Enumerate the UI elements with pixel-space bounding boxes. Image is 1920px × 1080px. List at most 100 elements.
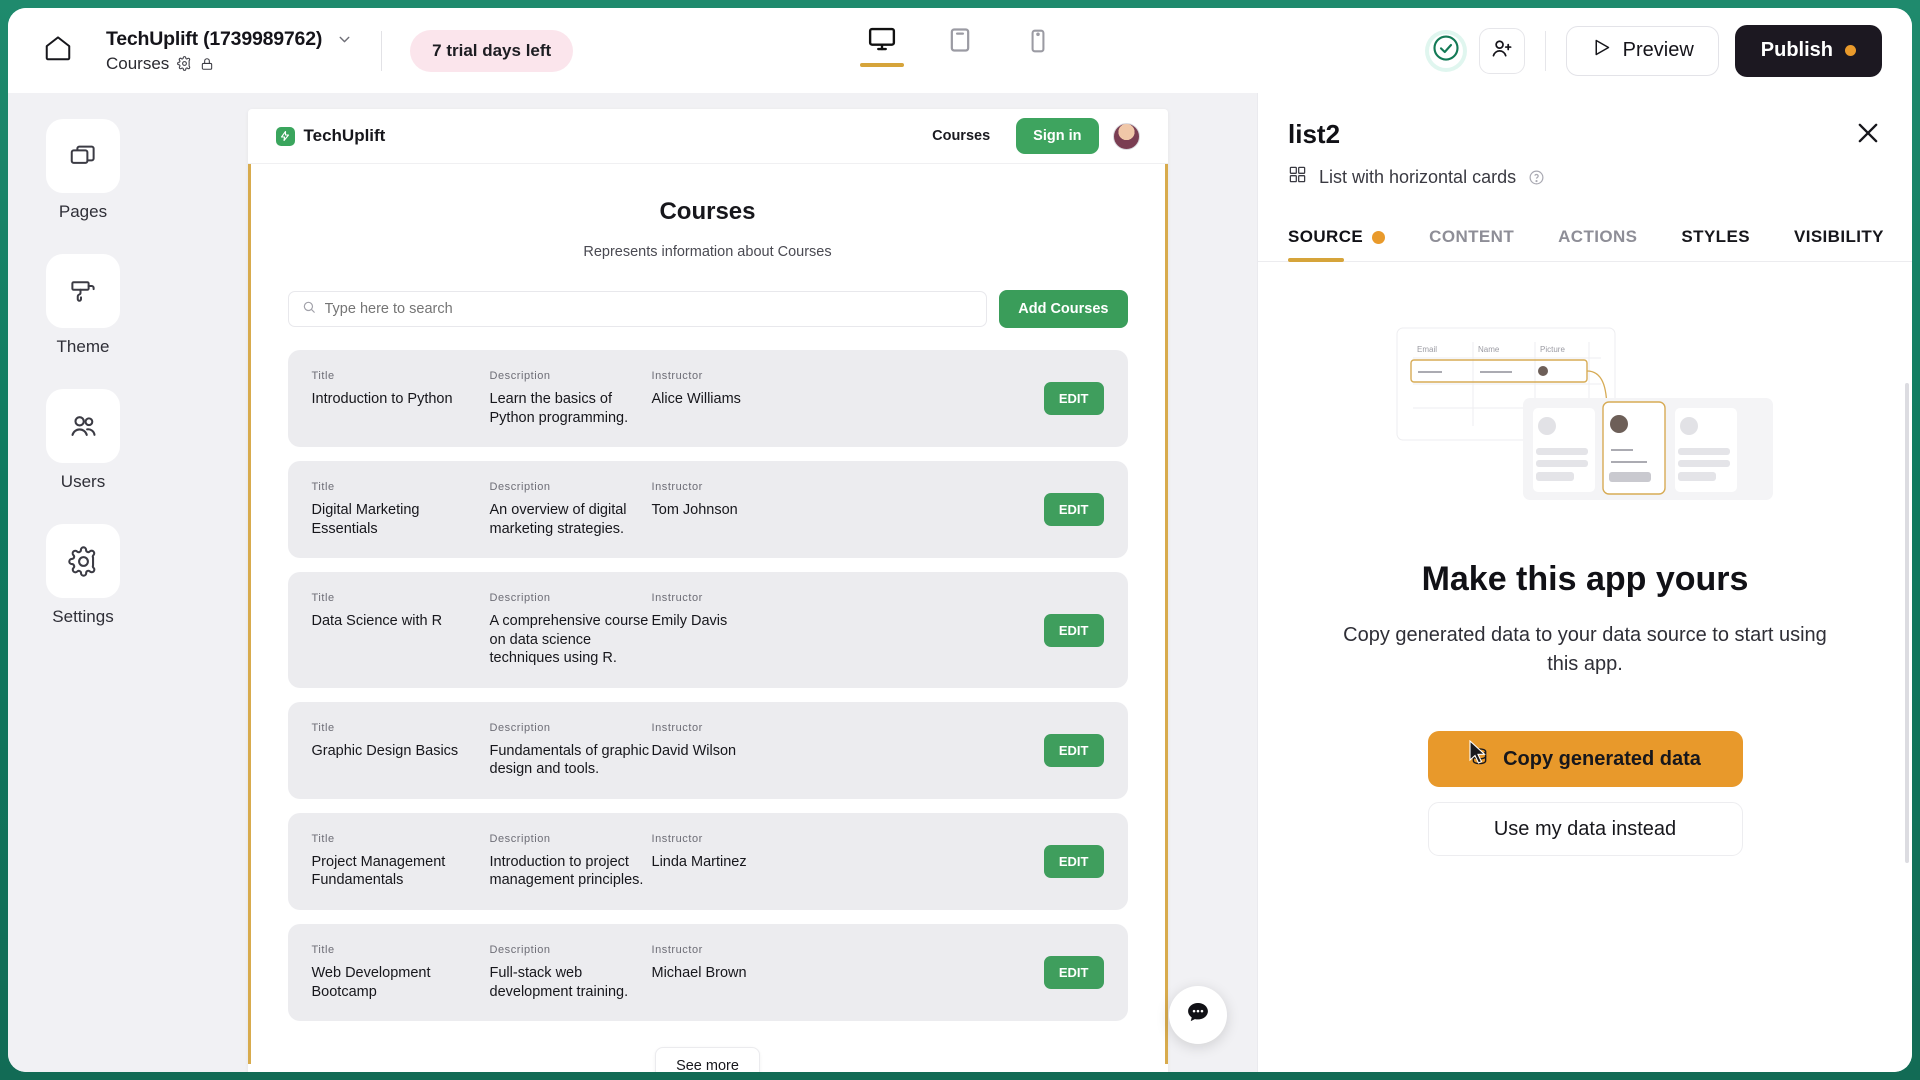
publish-label: Publish [1760, 39, 1833, 61]
table-row[interactable]: Title Digital Marketing Essentials Descr… [287, 461, 1128, 559]
page-breadcrumb: Courses [106, 54, 353, 74]
sidebar-item-pages[interactable]: Pages [8, 119, 158, 222]
tab-styles[interactable]: STYLES [1681, 227, 1750, 261]
check-circle-icon [1431, 33, 1461, 68]
edit-button[interactable]: EDIT [1043, 493, 1104, 527]
see-more-button[interactable]: See more [655, 1047, 760, 1072]
column-label-description: Description [489, 721, 551, 734]
svg-text:Name: Name [1478, 345, 1500, 354]
value-title: Project Management Fundamentals [311, 853, 446, 889]
avatar[interactable] [1112, 122, 1140, 150]
device-tablet[interactable] [936, 26, 984, 67]
sign-in-button[interactable]: Sign in [1016, 118, 1099, 154]
cell-description: Description Full-stack web development t… [490, 944, 652, 1001]
chat-button[interactable] [1169, 986, 1227, 1044]
data-source-illustration: Email Name Picture [1395, 320, 1775, 505]
column-label-title: Title [311, 370, 335, 382]
value-instructor: David Wilson [651, 742, 737, 759]
value-instructor: Michael Brown [651, 965, 747, 982]
edit-button[interactable]: EDIT [1043, 956, 1104, 990]
search-input-wrapper[interactable] [287, 291, 988, 327]
device-switcher [858, 24, 1062, 67]
cell-description: Description Introduction to project mana… [490, 833, 652, 890]
publish-button[interactable]: Publish [1734, 24, 1882, 77]
panel-subcopy: Copy generated data to your data source … [1343, 624, 1827, 675]
cell-title: Title Graphic Design Basics [312, 722, 490, 761]
lock-icon[interactable] [200, 57, 214, 71]
trial-badge[interactable]: 7 trial days left [410, 29, 574, 72]
sidebar-item-label: Users [60, 472, 106, 491]
chevron-down-icon[interactable] [336, 31, 353, 48]
table-row[interactable]: Title Web Development Bootcamp Descripti… [287, 924, 1128, 1022]
tablet-icon [946, 26, 974, 54]
cell-title: Title Data Science with R [312, 592, 490, 631]
home-button[interactable] [34, 27, 82, 75]
sidebar-item-label: Pages [58, 202, 108, 221]
inspector-body: Email Name Picture [1258, 262, 1912, 1072]
device-desktop[interactable] [858, 24, 906, 67]
help-circle-icon[interactable] [1528, 169, 1545, 186]
search-input[interactable] [324, 301, 974, 317]
site-brand[interactable]: TechUplift [275, 126, 385, 146]
svg-text:Picture: Picture [1540, 345, 1565, 354]
panel-headline: Make this app yours [1421, 560, 1749, 598]
inspector-tabs: SOURCE CONTENT ACTIONS STYLES VISIBILITY [1258, 227, 1912, 262]
selection-border-right [1164, 164, 1168, 1064]
search-icon [302, 300, 316, 319]
value-description: Learn the basics of Python programming. [489, 391, 629, 426]
panel-scrollbar[interactable] [1905, 383, 1909, 863]
cell-description: Description A comprehensive course on da… [490, 592, 652, 668]
edit-button[interactable]: EDIT [1043, 733, 1104, 767]
column-label-title: Title [311, 481, 335, 494]
cell-description: Description Fundamentals of graphic desi… [490, 722, 652, 779]
column-label-title: Title [311, 592, 335, 605]
copy-generated-data-button[interactable]: Copy generated data [1427, 731, 1743, 787]
sidebar-item-label: Settings [52, 607, 114, 626]
tab-label: VISIBILITY [1793, 227, 1884, 246]
edit-button[interactable]: EDIT [1043, 613, 1104, 647]
sidebar-item-users[interactable]: Users [8, 389, 158, 492]
copy-generated-data-label: Copy generated data [1503, 747, 1701, 770]
workspace: Pages Theme Users Settings [8, 93, 1912, 1072]
cell-instructor: Instructor Emily Davis [652, 592, 1044, 631]
inspector-header: list2 List with horizontal cards [1258, 93, 1912, 189]
add-courses-button[interactable]: Add Courses [999, 290, 1128, 328]
table-row[interactable]: Title Data Science with R Description A … [287, 572, 1128, 688]
table-row[interactable]: Title Introduction to Python Description… [287, 350, 1128, 448]
column-label-title: Title [311, 944, 335, 957]
site-nav: Courses Sign in [920, 118, 1140, 154]
edit-button[interactable]: EDIT [1043, 382, 1104, 416]
toolbar-divider [381, 30, 383, 71]
gear-icon[interactable] [177, 56, 192, 71]
tab-status-dot [1372, 230, 1386, 244]
nav-link-courses[interactable]: Courses [932, 128, 991, 144]
use-my-data-button[interactable]: Use my data instead [1427, 802, 1743, 856]
device-mobile[interactable] [1014, 28, 1062, 67]
table-row[interactable]: Title Project Management Fundamentals De… [287, 812, 1128, 911]
cell-title: Title Web Development Bootcamp [312, 944, 490, 1001]
sidebar-item-theme[interactable]: Theme [8, 254, 158, 357]
home-icon [43, 33, 73, 68]
edit-button[interactable]: EDIT [1043, 844, 1104, 878]
cell-title: Title Digital Marketing Essentials [312, 481, 490, 538]
tab-source[interactable]: SOURCE [1288, 227, 1386, 262]
app-preview-frame: TechUplift Courses Sign in Courses Repre… [247, 109, 1168, 1072]
invite-user-button[interactable] [1478, 27, 1525, 74]
tab-visibility[interactable]: VISIBILITY [1794, 227, 1884, 261]
tab-content[interactable]: CONTENT [1429, 227, 1514, 261]
top-bar: TechUplift (1739989762) Courses 7 trial … [8, 8, 1912, 93]
sidebar-item-settings[interactable]: Settings [8, 524, 158, 627]
preview-button[interactable]: Preview [1565, 25, 1719, 76]
tab-label: ACTIONS [1558, 227, 1638, 246]
actions-divider [1544, 30, 1546, 71]
panel-title: list2 [1288, 119, 1341, 149]
project-selector[interactable]: TechUplift (1739989762) [106, 28, 353, 51]
site-body: Courses Represents information about Cou… [247, 164, 1168, 1072]
left-sidebar: Pages Theme Users Settings [8, 93, 158, 1072]
value-instructor: Linda Martinez [651, 853, 747, 870]
tab-actions[interactable]: ACTIONS [1558, 227, 1637, 261]
table-row[interactable]: Title Graphic Design Basics Description … [287, 701, 1128, 799]
save-status-button[interactable] [1429, 34, 1463, 68]
close-icon[interactable] [1854, 119, 1882, 152]
tab-label: SOURCE [1288, 227, 1364, 246]
